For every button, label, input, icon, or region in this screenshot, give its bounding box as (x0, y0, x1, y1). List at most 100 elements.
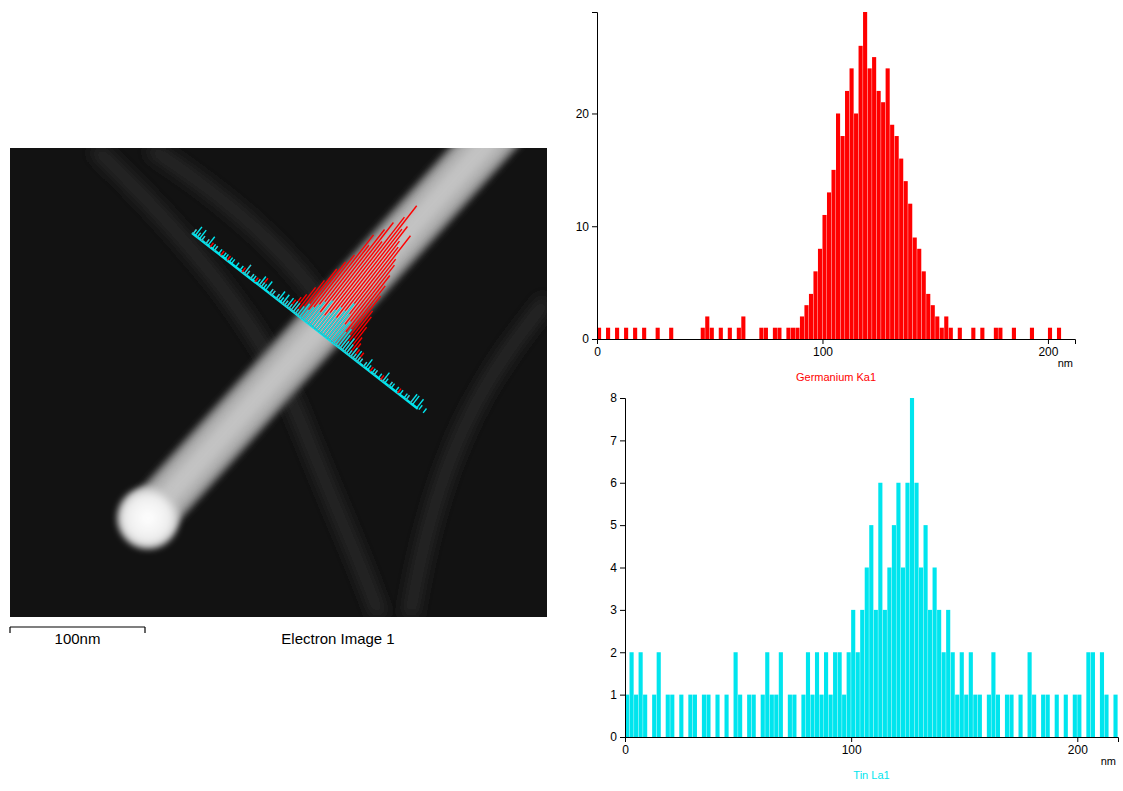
bar (1018, 695, 1022, 737)
scan-spike (261, 278, 268, 287)
y-axis-line (592, 13, 598, 340)
bar (994, 328, 998, 339)
bar (714, 339, 718, 340)
y-tick-mark (620, 610, 625, 611)
bar (827, 192, 831, 339)
x-axis-line (598, 340, 1076, 345)
bar (602, 339, 606, 340)
bar (1021, 339, 1025, 340)
bar (711, 737, 715, 738)
bar (824, 652, 828, 737)
histogram-panel: 0123456780100200nmTin La1 (610, 391, 1118, 781)
bar (841, 136, 845, 339)
bar (946, 610, 950, 737)
scan-spike (357, 357, 360, 361)
scan-spike (378, 374, 381, 378)
scan-spike (255, 278, 258, 282)
bar (648, 737, 652, 738)
x-tick-mark (822, 339, 823, 344)
scan-spike (363, 362, 366, 366)
scan-spike (406, 395, 409, 399)
bar (991, 652, 995, 737)
bar (922, 271, 926, 339)
x-tick-label: 0 (594, 345, 601, 359)
bar (674, 339, 678, 340)
bar (1046, 695, 1050, 737)
bar (746, 339, 750, 340)
bar (791, 328, 795, 339)
y-axis: 01020 (576, 13, 598, 347)
scan-spike (244, 265, 251, 274)
bar (788, 695, 792, 737)
y-tick-label: 7 (610, 434, 617, 448)
bar (665, 339, 669, 340)
bar (987, 695, 991, 737)
bar (1052, 339, 1056, 340)
y-tick-label: 6 (610, 476, 617, 490)
x-axis-title: Germanium Ka1 (796, 371, 876, 383)
bar (960, 652, 964, 737)
bar (725, 695, 729, 737)
y-tick-mark (592, 113, 597, 114)
nanowire (148, 148, 547, 518)
bar (660, 339, 664, 340)
scan-spike (214, 246, 217, 250)
x-tick-label: 100 (813, 345, 833, 359)
scan-spike (293, 303, 300, 312)
scan-spike (272, 291, 275, 295)
y-tick: 2 (610, 646, 625, 660)
scan-spike (221, 251, 224, 255)
scan-spike (253, 276, 256, 280)
bars (597, 12, 1061, 339)
bar (647, 339, 651, 340)
bar (634, 695, 638, 737)
bar (883, 610, 887, 737)
bar (752, 695, 756, 737)
scan-spike (289, 300, 296, 309)
scan-spike (231, 259, 234, 263)
bar (804, 305, 808, 339)
x-tick: 100 (842, 737, 862, 757)
scan-spike (285, 301, 288, 305)
bar (877, 91, 881, 339)
bar (1077, 695, 1081, 737)
scan-spike (372, 369, 375, 373)
bar (917, 249, 921, 339)
bar (669, 328, 673, 339)
y-tick-label: 1 (610, 688, 617, 702)
bar (675, 737, 679, 738)
bar (942, 652, 946, 737)
bar (937, 610, 941, 737)
bar (874, 610, 878, 737)
bar (773, 328, 777, 339)
scan-spike (297, 306, 304, 315)
bar (1023, 737, 1027, 738)
bar (969, 652, 973, 737)
bar (833, 652, 837, 737)
scan-spike (270, 289, 273, 293)
histogram-panel: 010200100200nmGermanium Ka1 (576, 12, 1076, 383)
bar (985, 339, 989, 340)
scan-spike (227, 256, 230, 260)
bar (750, 339, 754, 340)
bar (1082, 737, 1086, 738)
scan-spike (257, 279, 260, 283)
bar (629, 339, 633, 340)
y-tick: 6 (610, 476, 625, 490)
bar (1000, 737, 1004, 738)
bar (896, 483, 900, 737)
y-tick-label: 3 (610, 603, 617, 617)
bar (982, 737, 986, 738)
bar (706, 695, 710, 737)
scan-spike (289, 304, 292, 308)
bar (738, 695, 742, 737)
bar (657, 652, 661, 737)
y-tick-mark (592, 339, 597, 340)
nanowire (148, 148, 547, 518)
scan-spike (197, 233, 200, 237)
scan-spike (212, 244, 215, 248)
bar (863, 12, 867, 339)
bar (1007, 339, 1011, 340)
scan-spike (419, 405, 422, 409)
bar (815, 652, 819, 737)
